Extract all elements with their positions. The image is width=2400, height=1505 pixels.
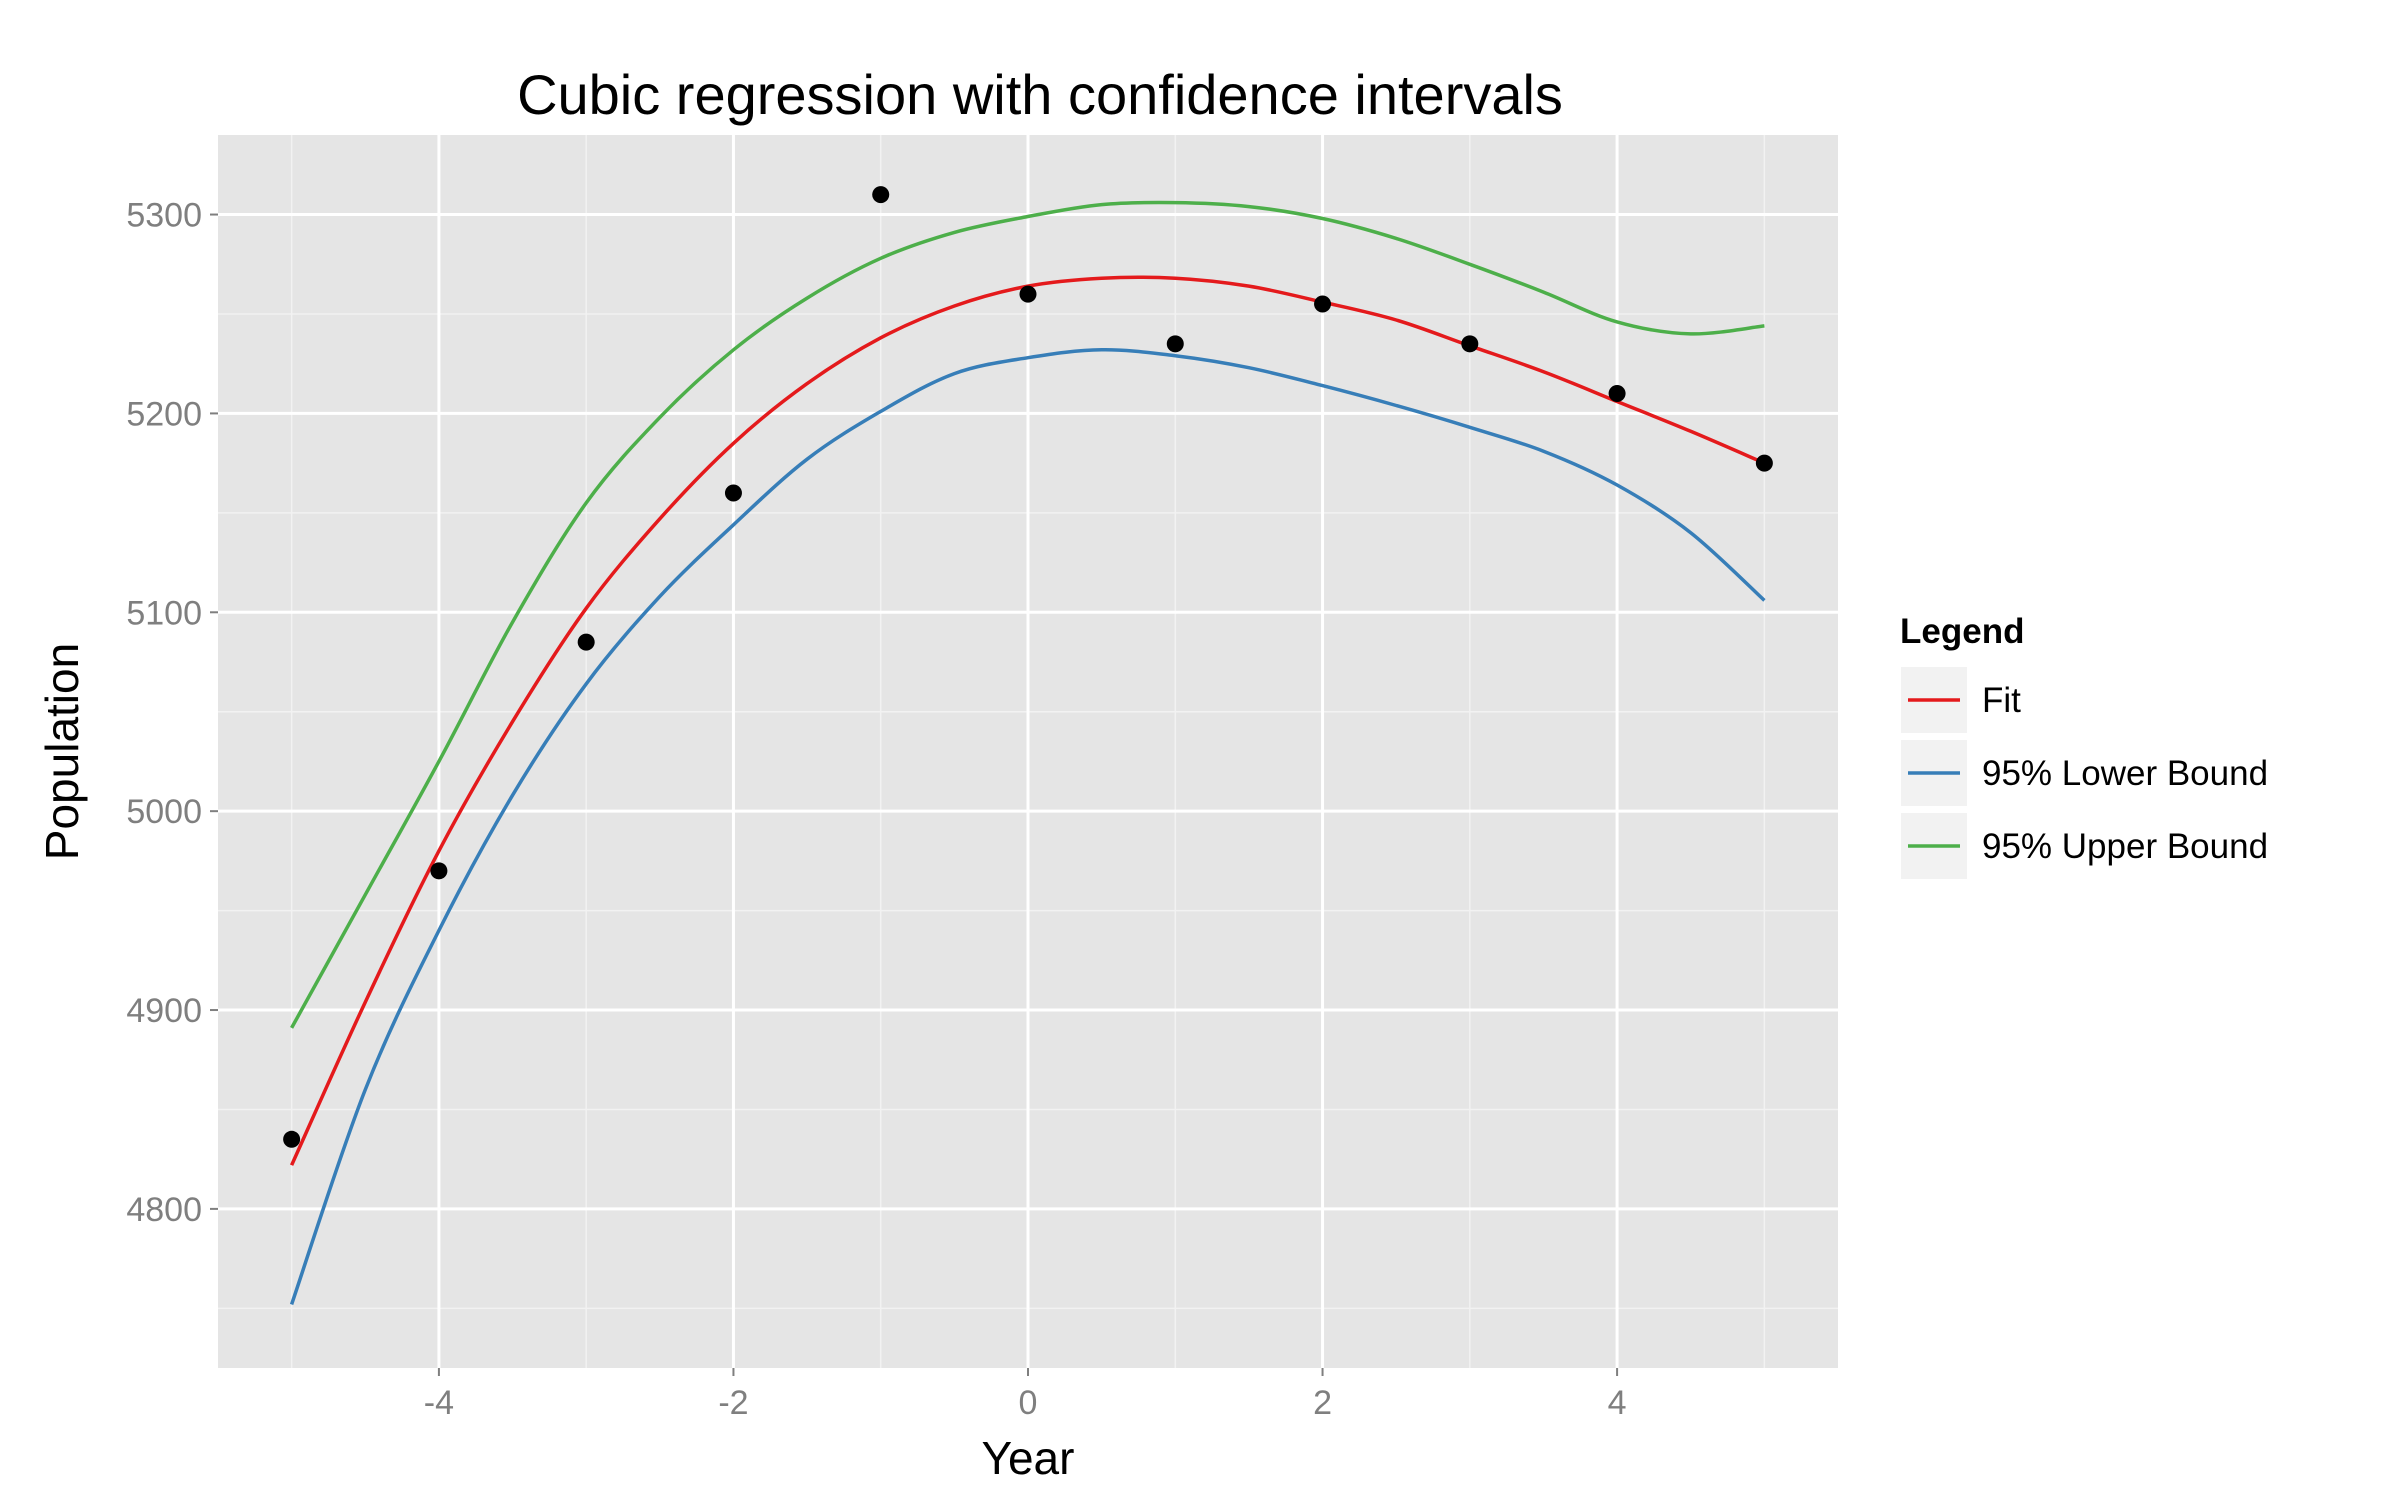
y-axis-title: Population bbox=[36, 643, 88, 860]
series-line-95-lower-bound bbox=[289, 348, 1766, 1305]
data-point bbox=[1166, 335, 1184, 353]
x-tick-label: -4 bbox=[424, 1384, 454, 1422]
y-tick-label: 4800 bbox=[126, 1191, 202, 1229]
x-tick-label: 4 bbox=[1608, 1384, 1627, 1422]
y-tick-label: 5200 bbox=[126, 395, 202, 433]
y-tick-label: 4900 bbox=[126, 992, 202, 1030]
data-point bbox=[283, 1130, 301, 1148]
x-tick-label: 0 bbox=[1019, 1384, 1038, 1422]
legend-title: Legend bbox=[1900, 612, 2024, 651]
points-layer bbox=[283, 186, 1773, 1148]
y-tick-label: 5100 bbox=[126, 594, 202, 632]
data-point bbox=[1755, 454, 1773, 472]
legend-label: 95% Upper Bound bbox=[1982, 827, 2268, 866]
data-point bbox=[872, 186, 890, 204]
legend-label: Fit bbox=[1982, 681, 2021, 720]
legend-entries: Fit 95% Lower Bound 95% Upper Bound bbox=[1899, 665, 2268, 881]
series-layer bbox=[289, 200, 1766, 1305]
data-point bbox=[1608, 385, 1626, 403]
y-tick-label: 5000 bbox=[126, 793, 202, 831]
x-tick-label: -2 bbox=[718, 1384, 748, 1422]
legend: Legend Fit 95% Lower Bound 95% Upper Bound bbox=[1899, 612, 2268, 881]
data-point bbox=[430, 862, 448, 880]
data-point bbox=[1461, 335, 1479, 353]
y-tick-label: 5300 bbox=[126, 197, 202, 235]
legend-label: 95% Lower Bound bbox=[1982, 754, 2268, 793]
series-line-95-upper-bound bbox=[290, 200, 1765, 1029]
series-line-fit bbox=[290, 275, 1766, 1166]
data-point bbox=[1019, 285, 1037, 303]
ticks-layer: -4 -2 0 2 4 4800 4900 5000 5100 5200 5300 bbox=[126, 197, 1626, 1422]
data-point bbox=[724, 484, 742, 502]
x-tick-label: 2 bbox=[1313, 1384, 1332, 1422]
x-axis-title: Year bbox=[982, 1432, 1075, 1484]
chart-title: Cubic regression with confidence interva… bbox=[517, 63, 1563, 126]
grid-layer bbox=[218, 135, 1838, 1368]
data-point bbox=[1314, 295, 1332, 313]
data-point bbox=[577, 633, 595, 651]
